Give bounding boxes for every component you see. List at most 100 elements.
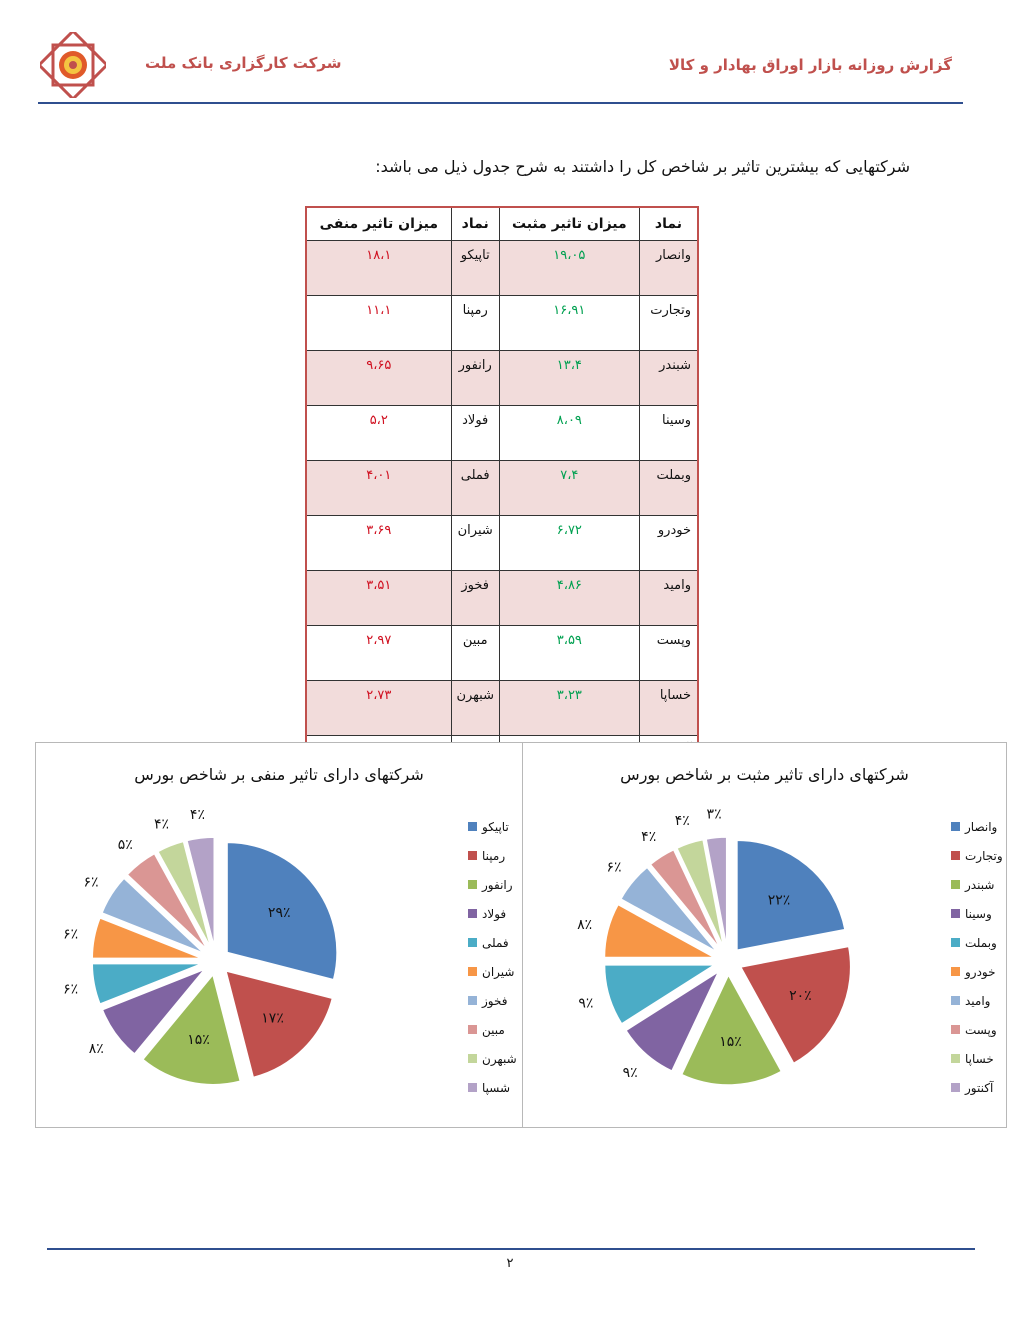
table-row: وامید ۴،۸۶ فخوز ۳،۵۱ [305, 570, 699, 626]
pos-symbol-cell: خودرو [638, 515, 699, 571]
pie-label: ۴٪ [641, 829, 656, 845]
table-row: وانصار ۱۹،۰۵ تاپیکو ۱۸،۱ [305, 240, 699, 296]
neg-symbol-cell: فخوز [450, 570, 500, 626]
legend-swatch [468, 851, 477, 860]
header-divider [38, 102, 963, 104]
table-row: خساپا ۳،۲۳ شبهرن ۲،۷۳ [305, 680, 699, 736]
pie-label: ۵٪ [118, 837, 133, 853]
pos-symbol-cell: وتجارت [638, 295, 699, 351]
legend-swatch [951, 822, 960, 831]
legend-label: خودرو [964, 965, 996, 980]
pie-label: ۸٪ [577, 917, 592, 933]
table-row: وبملت ۷،۴ فملی ۴،۰۱ [305, 460, 699, 516]
table-row: وپست ۳،۵۹ مبین ۲،۹۷ [305, 625, 699, 681]
pie-label: ۲۲٪ [768, 892, 791, 908]
pos-value-cell: ۱۳،۴ [498, 350, 640, 406]
pie-slice-خودرو [603, 903, 715, 959]
neg-value-cell: ۵،۲ [305, 405, 452, 461]
pie-slice-وسینا [624, 969, 721, 1073]
header-neg-symbol: نماد [450, 206, 500, 241]
pie-slice-وتجارت [739, 945, 852, 1065]
table-row: وسینا ۸،۰۹ فولاد ۵،۲ [305, 405, 699, 461]
pos-symbol-cell: وبملت [638, 460, 699, 516]
legend-swatch [951, 1025, 960, 1034]
legend-swatch [468, 822, 477, 831]
table-header-row: نماد میزان تاثیر مثبت نماد میزان تاثیر م… [305, 206, 699, 241]
pos-value-cell: ۸،۰۹ [498, 405, 640, 461]
legend-label: فولاد [482, 907, 506, 922]
chart-title: شرکتهای دارای تاثیر مثبت بر شاخص بورس [620, 765, 909, 784]
pie-slice-مبین [126, 852, 209, 951]
legend-swatch [468, 1054, 477, 1063]
pie-slice-تاپیکو [226, 841, 338, 981]
pie-label: ۱۵٪ [187, 1032, 210, 1048]
pie-slice-رمپنا [224, 969, 334, 1079]
table-row: خودرو ۶،۷۲ شیران ۳،۶۹ [305, 515, 699, 571]
pie-slice-وپست [649, 848, 722, 950]
pie-label: ۴٪ [675, 813, 690, 829]
legend-swatch [468, 880, 477, 889]
pos-value-cell: ۳،۵۹ [498, 625, 640, 681]
neg-value-cell: ۴،۰۱ [305, 460, 452, 516]
positive-impact-chart: شرکتهای دارای تاثیر مثبت بر شاخص بورس ۲۲… [522, 742, 1007, 1128]
legend-label: رمپنا [482, 849, 505, 864]
pie-label: ۶٪ [63, 982, 78, 998]
neg-symbol-cell: رانفور [450, 350, 500, 406]
neg-symbol-cell: فملی [450, 460, 500, 516]
pie-slice-شیران [91, 916, 203, 960]
neg-value-cell: ۱۸،۱ [305, 240, 452, 296]
pie-label: ۶٪ [84, 875, 99, 891]
footer-divider [47, 1248, 975, 1250]
pie-label: ۴٪ [190, 807, 205, 823]
company-name: شرکت کارگزاری بانک ملت [145, 54, 342, 72]
legend-swatch [951, 880, 960, 889]
pie-slice-شسپا [185, 836, 215, 948]
legend-label: شسپا [482, 1081, 510, 1095]
company-logo [36, 28, 110, 102]
chart-title: شرکتهای دارای تاثیر منفی بر شاخص بورس [134, 765, 424, 784]
neg-symbol-cell: مبین [450, 625, 500, 681]
neg-value-cell: ۲،۷۳ [305, 680, 452, 736]
legend-swatch [951, 996, 960, 1005]
legend-swatch [468, 938, 477, 947]
pie-slice-وانصار [736, 839, 846, 952]
pos-value-cell: ۱۶،۹۱ [498, 295, 640, 351]
pie-slice-شبهرن [156, 840, 212, 949]
negative-impact-chart: شرکتهای دارای تاثیر منفی بر شاخص بورس ۲۹… [35, 742, 523, 1128]
legend-swatch [951, 967, 960, 976]
pie-label: ۱۷٪ [261, 1011, 284, 1027]
pie-label: ۹٪ [623, 1065, 638, 1081]
legend-label: شیران [482, 965, 514, 980]
pos-value-cell: ۱۹،۰۵ [498, 240, 640, 296]
pie-slice-وبملت [603, 964, 718, 1025]
negative-pie-svg: ۲۹٪ ۱۷٪ ۱۵٪ ۸٪ ۶٪ ۶٪ ۶٪ ۵٪ ۴٪ ۴٪ تاپیکو رمپنا رانفور… [63, 807, 517, 1095]
index-impact-table: نماد میزان تاثیر مثبت نماد میزان تاثیر م… [305, 206, 699, 792]
legend-swatch [468, 909, 477, 918]
neg-value-cell: ۲،۹۷ [305, 625, 452, 681]
neg-value-cell: ۹،۶۵ [305, 350, 452, 406]
neg-symbol-cell: رمپنا [450, 295, 500, 351]
pos-value-cell: ۳،۲۳ [498, 680, 640, 736]
pie-label: ۳٪ [707, 807, 722, 823]
pie-slice-آکنتور [705, 836, 728, 948]
header-pos-symbol: نماد [638, 206, 699, 241]
neg-symbol-cell: شبهرن [450, 680, 500, 736]
neg-symbol-cell: فولاد [450, 405, 500, 461]
header-pos-value: میزان تاثیر مثبت [498, 206, 640, 241]
pie-slice-وامید [619, 866, 718, 953]
legend-label: وپست [965, 1023, 997, 1038]
pie-label: ۱۵٪ [719, 1034, 742, 1050]
legend-swatch [468, 1025, 477, 1034]
pie-label: ۴٪ [154, 816, 169, 832]
pie-slice-شبندر [680, 973, 783, 1086]
legend-swatch [468, 996, 477, 1005]
legend-swatch [951, 909, 960, 918]
legend-swatch [951, 851, 960, 860]
legend-label: شبهرن [482, 1052, 517, 1067]
neg-symbol-cell: تاپیکو [450, 240, 500, 296]
page-number: ۲ [506, 1256, 514, 1271]
table-row: وتجارت ۱۶،۹۱ رمپنا ۱۱،۱ [305, 295, 699, 351]
pie-slice-خساپا [675, 838, 725, 949]
table-row: شبندر ۱۳،۴ رانفور ۹،۶۵ [305, 350, 699, 406]
legend-label: وامید [965, 994, 990, 1009]
